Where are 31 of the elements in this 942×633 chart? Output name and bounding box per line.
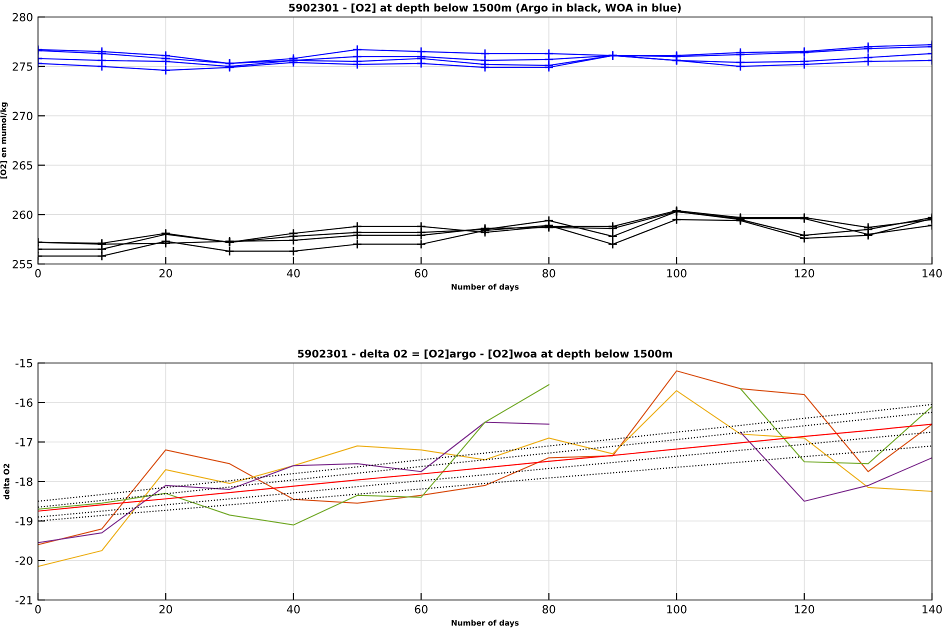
y-tick-label: 260	[12, 210, 32, 219]
y-tick-label: -18	[16, 477, 32, 486]
y-tick-label: -15	[16, 359, 32, 368]
y-tick-label: 275	[12, 62, 32, 71]
y-tick-label: 270	[12, 112, 32, 120]
x-tick-label: 140	[922, 269, 942, 278]
x-tick-label: 100	[667, 605, 686, 614]
x-tick-label: 20	[159, 605, 172, 614]
chart-title: 5902301 - [O2] at depth below 1500m (Argo in black, WOA in blue)	[289, 4, 681, 14]
y-tick-label: 265	[12, 161, 32, 170]
y-tick-label: -21	[16, 596, 32, 604]
x-tick-label: 40	[286, 605, 300, 614]
x-tick-label: 120	[794, 605, 814, 614]
y-tick-label: 280	[12, 12, 32, 22]
x-tick-label: 60	[414, 269, 428, 278]
x-tick-label: 0	[35, 605, 41, 614]
y-tick-label: -16	[16, 398, 32, 407]
y-tick-label: -20	[16, 556, 32, 565]
x-tick-label: 80	[542, 269, 556, 278]
x-tick-label: 40	[286, 269, 300, 278]
x-tick-label: 80	[542, 605, 556, 614]
y-tick-label: -19	[16, 516, 32, 526]
chart-title: 5902301 - delta 02 = [O2]argo - [O2]woa at depth below 1500m	[298, 350, 672, 360]
y-tick-label: -17	[16, 438, 32, 446]
x-tick-label: 100	[667, 269, 686, 278]
x-tick-label: 60	[414, 605, 428, 614]
y-tick-label: 255	[12, 260, 32, 268]
x-tick-label: 120	[794, 269, 814, 278]
x-tick-label: 0	[35, 269, 41, 278]
x-tick-label: 20	[159, 269, 172, 278]
x-tick-label: 140	[922, 605, 942, 614]
